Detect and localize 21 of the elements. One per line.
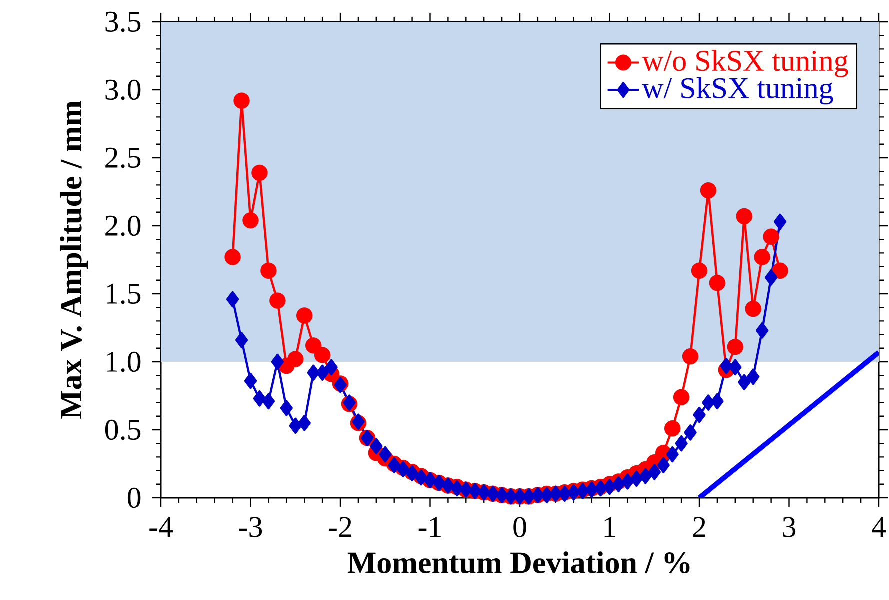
x-tick-label: 2 bbox=[693, 517, 706, 538]
y-tick-label: 1.0 bbox=[106, 352, 141, 372]
x-tick-label: -2 bbox=[329, 517, 352, 538]
y-tick-label: 3.0 bbox=[106, 80, 141, 100]
x-axis-title: Momentum Deviation / % bbox=[348, 552, 690, 574]
y-tick-label: 3.5 bbox=[106, 12, 141, 32]
legend-label: w/ SkSX tuning bbox=[642, 77, 834, 105]
y-axis-title: Max V. Amplitude / mm bbox=[60, 101, 88, 419]
legend-label: w/o SkSX tuning bbox=[642, 50, 848, 78]
x-tick-label: 3 bbox=[783, 517, 796, 538]
y-tick-label: 0.5 bbox=[105, 420, 141, 440]
x-tick-label: -4 bbox=[150, 517, 174, 537]
x-tick-label: 4 bbox=[872, 517, 886, 537]
x-tick-label: 1 bbox=[604, 517, 616, 538]
y-tick-label: 2.0 bbox=[106, 216, 141, 236]
x-tick-label: -3 bbox=[239, 517, 262, 538]
y-tick-label: 0 bbox=[128, 488, 141, 508]
y-tick-label: 1.5 bbox=[106, 284, 141, 304]
x-tick-label: 0 bbox=[514, 517, 526, 538]
x-tick-label: -1 bbox=[418, 517, 441, 538]
y-tick-label: 2.5 bbox=[106, 148, 141, 168]
